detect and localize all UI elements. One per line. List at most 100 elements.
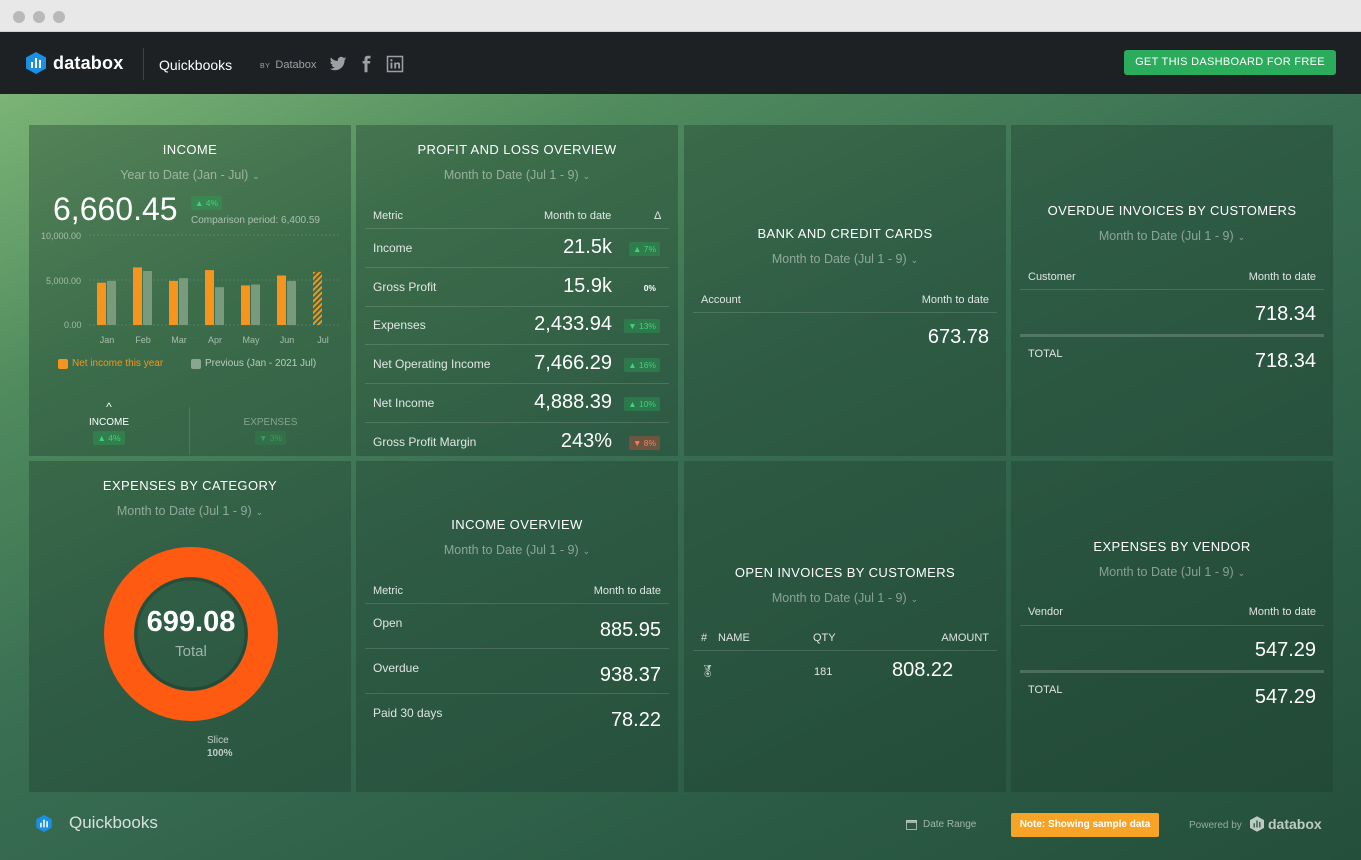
date-range-label: Month to Date (Jul 1 - 9) [443, 543, 579, 557]
bar-current-jan[interactable] [97, 282, 106, 325]
bar-current-apr[interactable] [205, 270, 214, 325]
minimize-window-dot[interactable] [33, 11, 45, 23]
bar-current-jun[interactable] [277, 275, 286, 326]
row-label: Income [373, 241, 413, 255]
table-row: Net Income 4,888.39 ▲ 10% [356, 384, 678, 423]
tab-expenses[interactable]: EXPENSES ▼ 3% [190, 403, 351, 456]
databox-footer-logo-icon [36, 815, 52, 832]
date-range-select[interactable]: Month to Date (Jul 1 - 9) ⌄ [29, 504, 351, 518]
row-label: Gross Profit [373, 279, 437, 294]
divider [1020, 670, 1324, 673]
chevron-down-icon: ⌄ [582, 171, 591, 181]
close-window-dot[interactable] [13, 11, 25, 23]
divider [365, 648, 669, 649]
col-header-delta: Δ [654, 210, 662, 222]
bar-previous-jun[interactable] [287, 280, 296, 325]
vendor-value: 547.29 [1254, 639, 1316, 661]
bank-card: BANK AND CREDIT CARDS Month to Date (Jul… [684, 125, 1006, 456]
chevron-down-icon: ⌄ [252, 171, 260, 181]
powered-by-logo[interactable]: databox [1250, 816, 1322, 832]
date-range-select[interactable]: Month to Date (Jul 1 - 9) ⌄ [356, 168, 678, 182]
col-header-value: Month to date [593, 585, 661, 597]
card-title: INCOME OVERVIEW [451, 517, 583, 532]
divider [1020, 289, 1324, 290]
table-row: Overdue 938.37 [356, 649, 678, 694]
change-badge: ▼ 8% [628, 435, 660, 450]
bar-previous-mar[interactable] [179, 278, 188, 325]
col-header-value: Month to date [544, 210, 612, 222]
chevron-down-icon: ⌄ [910, 255, 919, 265]
tab-income-label: INCOME [89, 417, 129, 428]
linkedin-icon[interactable] [386, 55, 404, 73]
twitter-icon[interactable] [329, 55, 347, 73]
bar-current-may[interactable] [241, 285, 250, 325]
bar-previous-feb[interactable] [143, 271, 152, 325]
donut-total-label: Total [175, 643, 207, 660]
legend-previous[interactable]: Previous (Jan - 2021 Jul) [191, 358, 316, 369]
maximize-window-dot[interactable] [53, 11, 65, 23]
table-row: Paid 30 days 78.22 [356, 694, 678, 739]
chevron-down-icon: ⌄ [910, 594, 919, 604]
tab-expenses-badge: ▼ 3% [254, 431, 287, 445]
y-tick-label: 10,000.00 [41, 231, 82, 241]
col-header-value: Month to date [921, 294, 989, 306]
date-range-select[interactable]: Month to Date (Jul 1 - 9) ⌄ [356, 543, 678, 557]
date-range-select[interactable]: Month to Date (Jul 1 - 9) ⌄ [684, 252, 1006, 266]
col-header-metric: Metric [373, 585, 403, 597]
card-title: PROFIT AND LOSS OVERVIEW [417, 142, 617, 157]
date-range-select[interactable]: Month to Date (Jul 1 - 9) ⌄ [1011, 565, 1333, 579]
col-header-account: Account [701, 294, 741, 306]
overdue-value: 718.34 [1254, 303, 1316, 325]
bar-previous-apr[interactable] [215, 287, 224, 325]
col-header-amount: AMOUNT [941, 632, 989, 644]
bar-current-jul[interactable] [313, 271, 322, 325]
divider [365, 305, 669, 307]
overdue-invoices-card: OVERDUE INVOICES BY CUSTOMERS Month to D… [1011, 125, 1333, 456]
by-prefix: BY [260, 63, 271, 70]
facebook-icon[interactable] [357, 55, 375, 73]
bar-previous-jan[interactable] [107, 280, 116, 325]
divider [1020, 334, 1324, 337]
powered-by-text: Powered by [1189, 820, 1242, 831]
x-tick-label: Apr [208, 335, 222, 345]
row-value: 938.37 [599, 664, 661, 686]
brand-name: databox [53, 52, 124, 73]
date-range-select[interactable]: Month to Date (Jul 1 - 9) ⌄ [684, 591, 1006, 605]
col-header-customer: Customer [1028, 271, 1076, 283]
date-range-label: Month to Date (Jul 1 - 9) [771, 252, 907, 266]
row-label: Paid 30 days [373, 706, 443, 720]
divider [365, 603, 669, 604]
income-bar-chart: Jan Feb Mar Apr May Jun Jul [89, 234, 339, 345]
row-label: Overdue [373, 661, 420, 675]
change-badge: ▲ 10% [624, 396, 660, 411]
checkbox-icon [58, 358, 68, 369]
bar-current-mar[interactable] [169, 280, 178, 325]
total-value: 547.29 [1254, 686, 1316, 708]
income-overview-card: INCOME OVERVIEW Month to Date (Jul 1 - 9… [356, 461, 678, 792]
tab-income[interactable]: ^ INCOME ▲ 4% [29, 401, 189, 456]
donut-slice[interactable] [104, 547, 278, 721]
legend-previous-label: Previous (Jan - 2021 Jul) [205, 358, 317, 369]
date-range-label: Month to Date (Jul 1 - 9) [1098, 229, 1234, 243]
table-row: Net Operating Income 7,466.29 ▲ 16% [356, 345, 678, 385]
divider [143, 48, 144, 80]
col-header-metric: Metric [373, 210, 403, 222]
comparison-text: Comparison period: 6,400.59 [191, 215, 320, 226]
legend-current[interactable]: Net income this year [58, 358, 163, 369]
col-header-name: NAME [718, 632, 750, 644]
date-range-label: Month to Date (Jul 1 - 9) [443, 168, 579, 182]
date-range-label: Month to Date (Jul 1 - 9) [116, 504, 252, 518]
date-range-select[interactable]: Year to Date (Jan - Jul) ⌄ [29, 168, 351, 182]
date-range-select[interactable]: Month to Date (Jul 1 - 9) ⌄ [1011, 229, 1333, 243]
row-value: 243% [560, 429, 612, 452]
bar-current-feb[interactable] [133, 267, 142, 325]
databox-logo[interactable]: databox [26, 52, 123, 74]
date-range-button[interactable]: Date Range [906, 819, 976, 830]
row-value: 885.95 [599, 619, 661, 641]
row-value: 4,888.39 [534, 390, 612, 413]
get-dashboard-button[interactable]: GET THIS DASHBOARD FOR FREE [1124, 50, 1336, 75]
by-name: Databox [275, 59, 317, 71]
table-row: Income 21.5k ▲ 7% [356, 229, 678, 268]
bar-previous-may[interactable] [251, 284, 260, 326]
card-title: OPEN INVOICES BY CUSTOMERS [734, 565, 956, 580]
